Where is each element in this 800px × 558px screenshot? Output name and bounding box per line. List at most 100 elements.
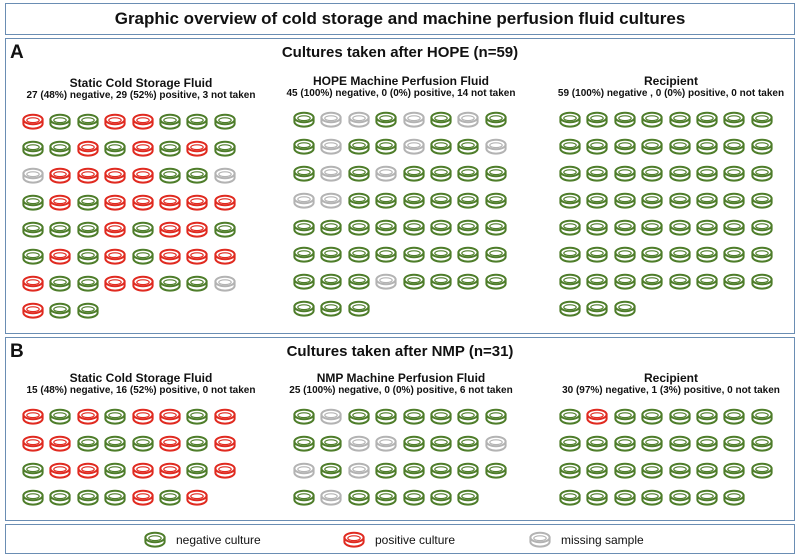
negative-culture-dish	[77, 248, 99, 265]
negative-culture-dish	[614, 165, 636, 182]
positive-culture-dish	[186, 489, 208, 506]
negative-culture-dish	[641, 435, 663, 452]
negative-culture-dish	[614, 111, 636, 128]
negative-culture-dish	[49, 275, 71, 292]
negative-culture-dish	[668, 111, 691, 128]
panel-title: Cultures taken after HOPE (n=59)	[281, 44, 519, 61]
negative-culture-dish	[485, 165, 507, 182]
negative-culture-dish	[348, 408, 370, 425]
negative-culture-dish	[614, 192, 636, 209]
negative-culture-dish	[751, 435, 773, 452]
negative-culture-dish	[696, 489, 718, 506]
negative-culture-dish	[559, 219, 581, 236]
missing-sample-dish	[402, 111, 425, 128]
negative-culture-dish	[159, 275, 181, 292]
dish-grid	[22, 113, 236, 320]
negative-culture-dish	[723, 219, 745, 236]
positive-culture-dish	[77, 462, 99, 479]
negative-culture-dish	[457, 219, 479, 236]
missing-sample-dish	[320, 192, 342, 209]
negative-culture-dish	[559, 462, 581, 479]
negative-culture-dish	[751, 273, 773, 290]
negative-culture-dish	[375, 138, 397, 155]
negative-culture-dish	[214, 113, 236, 130]
missing-sample-dish	[293, 462, 315, 479]
negative-culture-dish	[77, 275, 99, 292]
group-stats: 27 (48%) negative, 29 (52%) positive, 3 …	[26, 90, 256, 101]
negative-culture-dish	[696, 165, 718, 182]
negative-culture-dish	[77, 113, 99, 130]
negative-culture-dish	[104, 435, 126, 452]
negative-culture-dish	[430, 435, 452, 452]
negative-culture-dish	[214, 140, 236, 157]
negative-culture-dish	[22, 489, 44, 506]
negative-culture-dish	[375, 489, 397, 506]
negative-culture-dish	[696, 111, 718, 128]
negative-culture-dish	[348, 300, 370, 317]
negative-culture-dish	[430, 219, 452, 236]
figure-title: Graphic overview of cold storage and mac…	[114, 9, 686, 28]
missing-sample-dish	[320, 489, 342, 506]
negative-culture-dish	[485, 462, 507, 479]
negative-culture-dish	[402, 219, 425, 236]
negative-culture-dish	[293, 219, 315, 236]
negative-culture-dish	[641, 138, 663, 155]
positive-culture-dish-icon	[343, 531, 365, 548]
negative-culture-dish	[586, 435, 608, 452]
negative-culture-dish	[402, 165, 425, 182]
negative-culture-dish	[668, 462, 691, 479]
negative-culture-dish	[77, 302, 99, 319]
negative-culture-dish	[293, 435, 315, 452]
negative-culture-dish	[159, 113, 181, 130]
negative-culture-dish	[320, 300, 342, 317]
negative-culture-dish	[348, 273, 370, 290]
positive-culture-dish	[186, 140, 208, 157]
positive-culture-dish	[77, 140, 99, 157]
positive-culture-dish	[22, 302, 44, 319]
positive-culture-dish	[214, 435, 236, 452]
negative-culture-dish	[723, 165, 745, 182]
positive-culture-dish	[104, 248, 126, 265]
positive-culture-dish	[586, 408, 608, 425]
negative-culture-dish	[559, 246, 581, 263]
dish-grid	[293, 408, 507, 507]
negative-culture-dish	[159, 167, 181, 184]
negative-culture-dish	[668, 138, 691, 155]
negative-culture-dish	[430, 246, 452, 263]
negative-culture-dish	[186, 113, 208, 130]
negative-dish-icon	[144, 531, 176, 549]
negative-culture-dish	[348, 138, 370, 155]
negative-culture-dish	[559, 435, 581, 452]
negative-culture-dish	[131, 221, 154, 238]
positive-culture-dish	[104, 275, 126, 292]
negative-culture-dish	[186, 408, 208, 425]
negative-culture-dish	[320, 435, 342, 452]
negative-culture-dish	[751, 246, 773, 263]
negative-culture-dish	[375, 246, 397, 263]
negative-culture-dish	[22, 221, 44, 238]
negative-culture-dish	[485, 246, 507, 263]
positive-culture-dish	[131, 140, 154, 157]
negative-culture-dish	[723, 246, 745, 263]
negative-culture-dish	[586, 219, 608, 236]
negative-culture-dish	[668, 192, 691, 209]
missing-sample-dish	[402, 138, 425, 155]
missing-sample-dish	[375, 273, 397, 290]
negative-culture-dish	[402, 489, 425, 506]
negative-culture-dish	[751, 138, 773, 155]
group-stats: 15 (48%) negative, 16 (52%) positive, 0 …	[26, 385, 256, 396]
positive-culture-dish	[131, 275, 154, 292]
negative-culture-dish	[751, 165, 773, 182]
negative-culture-dish	[641, 408, 663, 425]
negative-culture-dish	[723, 138, 745, 155]
negative-culture-dish	[668, 408, 691, 425]
negative-culture-dish	[723, 273, 745, 290]
negative-culture-dish	[348, 246, 370, 263]
negative-culture-dish	[559, 165, 581, 182]
panel-hope: A Cultures taken after HOPE (n=59) Stati…	[5, 38, 795, 334]
negative-culture-dish	[559, 300, 581, 317]
negative-culture-dish	[22, 248, 44, 265]
positive-culture-dish	[104, 113, 126, 130]
panel-nmp: B Cultures taken after NMP (n=31) Static…	[5, 337, 795, 521]
negative-culture-dish	[104, 408, 126, 425]
